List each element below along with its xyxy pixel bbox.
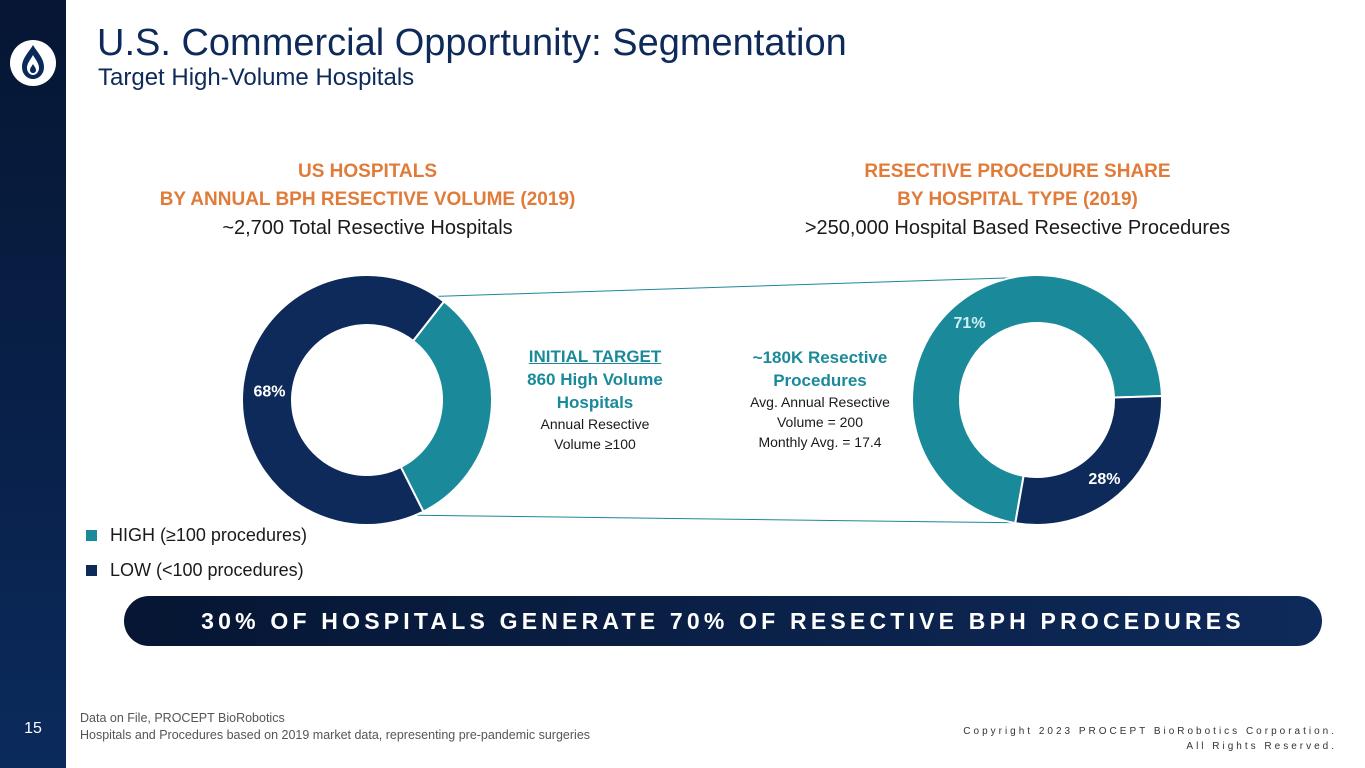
- initial-target-line4: Annual Resective: [540, 416, 650, 432]
- donut-slice-0-0: [399, 300, 493, 513]
- initial-target-callout: INITIAL TARGET 860 High Volume Hospitals…: [505, 345, 685, 454]
- footnote-line1: Data on File, PROCEPT BioRobotics: [80, 711, 285, 725]
- donut-slice-1-0: [911, 274, 1163, 525]
- chart-legend: HIGH (≥100 procedures) LOW (<100 procedu…: [86, 518, 307, 588]
- sidebar: 15: [0, 0, 66, 768]
- procedures-line3: Avg. Annual Resective: [750, 394, 890, 410]
- procedures-line2: Procedures: [773, 371, 867, 390]
- left-chart-total: ~2,700 Total Resective Hospitals: [222, 217, 513, 239]
- procedures-callout: ~180K Resective Procedures Avg. Annual R…: [725, 346, 915, 452]
- right-chart-total: >250,000 Hospital Based Resective Proced…: [804, 217, 1231, 239]
- initial-target-line5: Volume ≥100: [554, 436, 636, 452]
- donut-slice-1-1: [1014, 395, 1163, 526]
- page-number: 15: [24, 720, 42, 737]
- connector-line-bottom: [415, 514, 1034, 524]
- left-donut-chart: 32% 68%: [241, 274, 493, 526]
- left-chart-title-line2: BY ANNUAL BPH RESECTIVE VOLUME (2019): [159, 189, 576, 210]
- page-title: U.S. Commercial Opportunity: Segmentatio…: [97, 22, 847, 64]
- donut-slice-0-1: [241, 274, 446, 526]
- right-chart-title-line2: BY HOSPITAL TYPE (2019): [897, 189, 1138, 210]
- legend-swatch-high: [86, 530, 97, 541]
- footnote: Data on File, PROCEPT BioRobotics Hospit…: [80, 710, 590, 744]
- donut-label-1-1: 28%: [1088, 471, 1120, 488]
- right-donut-chart: 71% 28%: [911, 274, 1163, 526]
- legend-label-low: LOW (<100 procedures): [110, 560, 304, 580]
- legend-item-high: HIGH (≥100 procedures): [86, 518, 307, 553]
- right-chart-heading: RESECTIVE PROCEDURE SHARE BY HOSPITAL TY…: [760, 158, 1275, 242]
- copyright-line2: All Rights Reserved.: [1186, 741, 1337, 752]
- copyright: Copyright 2023 PROCEPT BioRobotics Corpo…: [963, 724, 1337, 754]
- legend-swatch-low: [86, 565, 97, 576]
- legend-label-high: HIGH (≥100 procedures): [110, 525, 307, 545]
- page-subtitle: Target High-Volume Hospitals: [98, 64, 415, 91]
- left-chart-title-line1: US HOSPITALS: [298, 161, 437, 182]
- donut-label-0-1: 68%: [253, 383, 285, 400]
- connector-line-top: [436, 276, 1038, 297]
- left-chart-heading: US HOSPITALS BY ANNUAL BPH RESECTIVE VOL…: [120, 158, 615, 242]
- initial-target-title: INITIAL TARGET: [528, 347, 662, 366]
- initial-target-line2: 860 High Volume: [527, 370, 663, 389]
- initial-target-line3: Hospitals: [556, 393, 634, 412]
- right-chart-title-line1: RESECTIVE PROCEDURE SHARE: [864, 161, 1171, 182]
- legend-item-low: LOW (<100 procedures): [86, 553, 307, 588]
- copyright-line1: Copyright 2023 PROCEPT BioRobotics Corpo…: [963, 726, 1337, 737]
- procedures-line4: Volume = 200: [776, 414, 863, 430]
- footnote-line2: Hospitals and Procedures based on 2019 m…: [80, 728, 591, 742]
- procedures-line5: Monthly Avg. = 17.4: [758, 434, 882, 450]
- procedures-line1: ~180K Resective: [752, 348, 888, 367]
- donut-label-0-0: 32%: [449, 403, 481, 420]
- key-takeaway-banner: 30% OF HOSPITALS GENERATE 70% OF RESECTI…: [124, 596, 1322, 646]
- donut-label-1-0: 71%: [954, 315, 986, 332]
- procept-logo-icon: [10, 40, 56, 86]
